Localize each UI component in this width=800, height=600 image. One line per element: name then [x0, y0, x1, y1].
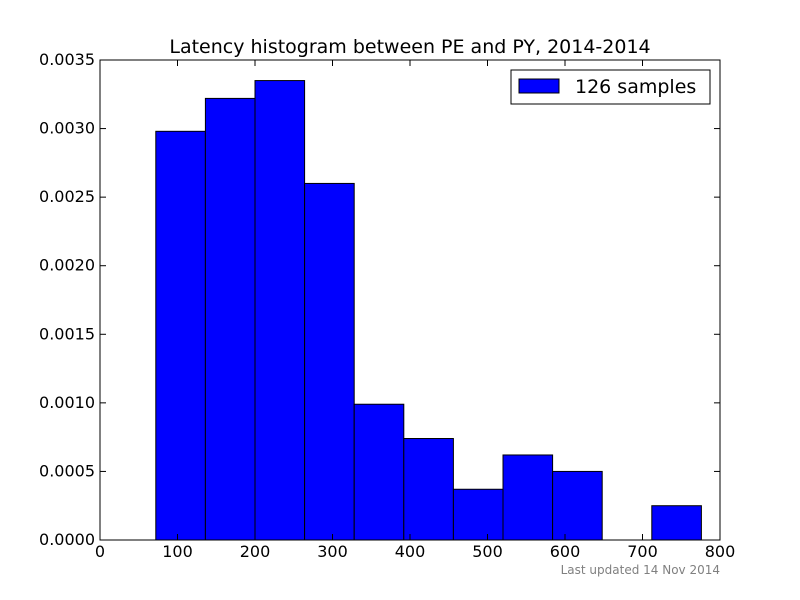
y-tick-label-3: 0.0015: [39, 324, 95, 343]
legend: 126 samples: [510, 69, 711, 105]
histogram-bar-2: [254, 80, 306, 541]
x-tick-label-2: 200: [240, 542, 271, 561]
legend-swatch: [518, 78, 560, 94]
chart-title: Latency histogram between PE and PY, 201…: [169, 36, 650, 58]
y-tick-label-7: 0.0035: [39, 50, 95, 69]
bars-group: [155, 80, 702, 541]
x-tick-label-4: 400: [395, 542, 426, 561]
x-axis: 0 100 200 300 400 500 600 700 800: [95, 60, 735, 561]
histogram-bar-7: [502, 454, 554, 541]
y-tick-label-1: 0.0005: [39, 461, 95, 480]
y-tick-label-4: 0.0020: [39, 256, 95, 275]
histogram-bar-4: [353, 403, 405, 541]
y-tick-label-5: 0.0025: [39, 187, 95, 206]
x-tick-label-6: 600: [550, 542, 581, 561]
x-tick-label-8: 800: [705, 542, 736, 561]
histogram-bar-6: [452, 488, 504, 541]
x-tick-label-7: 700: [627, 542, 658, 561]
histogram-bar-3: [304, 182, 355, 541]
legend-label: 126 samples: [575, 76, 696, 98]
x-tick-label-0: 0: [95, 542, 105, 561]
histogram-bar-10: [651, 505, 702, 541]
y-axis: 0.0000 0.0005 0.0010 0.0015 0.0020 0.0025 0.00…: [39, 50, 720, 549]
last-updated-text: Last updated 14 Nov 2014: [561, 563, 720, 577]
x-tick-label-5: 500: [472, 542, 503, 561]
histogram-bar-0: [155, 130, 206, 541]
histogram-bar-1: [204, 97, 256, 541]
y-tick-label-6: 0.0030: [39, 119, 95, 138]
histogram-bar-8: [552, 470, 603, 541]
y-tick-label-2: 0.0010: [39, 393, 95, 412]
y-tick-label-0: 0.0000: [39, 530, 95, 549]
x-tick-label-1: 100: [162, 542, 193, 561]
x-tick-label-3: 300: [317, 542, 348, 561]
histogram-bar-5: [403, 438, 454, 541]
